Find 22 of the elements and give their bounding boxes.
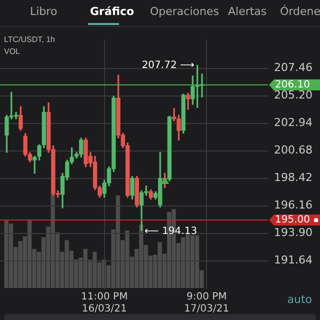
y-tick-label: 198.42 [274, 171, 312, 184]
chart-title: LTC/USDT, 1h [4, 35, 55, 44]
y-tick-label: 202.94 [274, 116, 312, 130]
y-tick-label: 205.20 [274, 88, 312, 102]
y-tick-label: 200.68 [274, 144, 312, 157]
y-tick-label: 191.64 [274, 254, 312, 267]
text: Libro [30, 5, 58, 18]
y-tick-label: 196.16 [274, 198, 312, 212]
text: Operaciones [150, 5, 219, 18]
text: Gráfico [90, 5, 134, 18]
text: auto [287, 293, 312, 306]
x-tick-label: 11:00 PM 16/03/21 [81, 292, 128, 315]
text: Órdene [280, 5, 320, 18]
annotation: 207.72 ⟶ [142, 60, 194, 71]
ref-line-label: 195.00 [275, 214, 310, 226]
y-tick-label: 207.46 [274, 61, 312, 74]
ref-line-label: 206.10 [275, 79, 310, 90]
x-tick-label: 9:00 PM 17/03/21 [184, 292, 230, 315]
y-tick-label: 193.90 [274, 226, 312, 240]
annotation: ⟵ 194.13 [144, 226, 198, 238]
text: Alertas [228, 5, 267, 18]
chart-title: VOL [4, 47, 20, 56]
